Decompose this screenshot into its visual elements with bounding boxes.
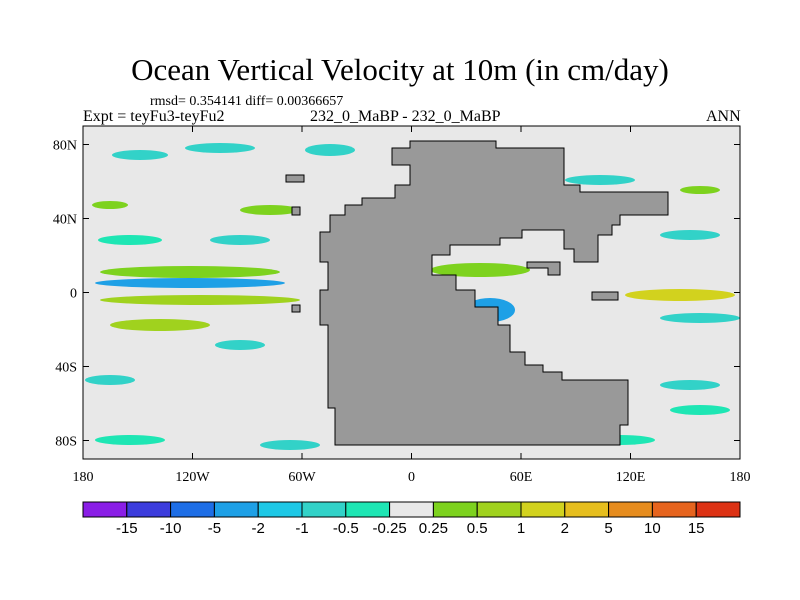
anomaly-patch xyxy=(565,175,635,185)
y-tick-label: 80S xyxy=(55,435,77,450)
colorbar-label: 1 xyxy=(517,520,525,537)
colorbar-swatch xyxy=(170,501,215,518)
anomaly-patch xyxy=(240,205,300,215)
colorbar-label: -2 xyxy=(252,520,265,537)
colorbar-swatch xyxy=(389,501,434,518)
inner-sea-island xyxy=(526,261,561,276)
colorbar-swatch xyxy=(695,501,741,518)
plot-title: Ocean Vertical Velocity at 10m (in cm/da… xyxy=(131,52,669,87)
colorbar-label: 2 xyxy=(561,520,569,537)
anomaly-patch xyxy=(680,186,720,194)
anomaly-patch xyxy=(98,235,162,245)
colorbar-swatch xyxy=(82,501,128,518)
colorbar-swatch xyxy=(432,501,478,518)
anomaly-patch xyxy=(305,144,355,156)
anomaly-patch xyxy=(260,440,320,450)
colorbar-label: -10 xyxy=(160,520,182,537)
anomaly-patch xyxy=(85,375,135,385)
anomaly-patch xyxy=(100,266,280,278)
anomaly-patch xyxy=(660,380,720,390)
x-tick-label: 60W xyxy=(288,470,316,485)
colorbar-swatch xyxy=(126,501,172,518)
landmass-pangaea xyxy=(319,140,669,446)
colorbar-label: 5 xyxy=(604,520,612,537)
experiment-label: Expt = teyFu3-teyFu2 xyxy=(83,108,225,125)
colorbar-label: -1 xyxy=(295,520,308,537)
anomaly-patch xyxy=(210,235,270,245)
colorbar-label: 10 xyxy=(644,520,661,537)
anomaly-patch xyxy=(92,201,128,209)
anomaly-patch xyxy=(670,405,730,415)
colorbar-swatch xyxy=(257,501,303,518)
x-tick-label: 120E xyxy=(616,470,646,485)
colorbar-label: 15 xyxy=(688,520,705,537)
colorbar-swatch xyxy=(564,501,610,518)
x-axis: 180 120W 60W 0 60E 120E 180 xyxy=(73,126,751,485)
colorbar-label: -15 xyxy=(116,520,138,537)
anomaly-patch xyxy=(112,150,168,160)
small-island xyxy=(291,206,301,216)
y-axis: 80N 40N 0 40S 80S xyxy=(53,139,740,450)
x-tick-label: 120W xyxy=(175,470,210,485)
anomaly-patch xyxy=(660,230,720,240)
colorbar-swatch xyxy=(301,501,347,518)
x-tick-label: 180 xyxy=(73,470,94,485)
y-tick-label: 0 xyxy=(70,287,77,302)
colorbar-swatch xyxy=(476,501,522,518)
colorbar-swatch xyxy=(608,501,653,518)
colorbar-label: 0.25 xyxy=(419,520,448,537)
anomaly-patch xyxy=(110,319,210,331)
y-tick-label: 80N xyxy=(53,139,77,154)
anomaly-patch xyxy=(215,340,265,350)
x-tick-label: 60E xyxy=(510,470,533,485)
small-island xyxy=(591,291,619,301)
stats-label: rmsd= 0.354141 diff= 0.00366657 xyxy=(150,94,344,109)
colorbar-swatch xyxy=(345,501,391,518)
colorbar-swatch xyxy=(651,501,697,518)
x-tick-label: 180 xyxy=(730,470,751,485)
colorbar-label: -0.5 xyxy=(333,520,359,537)
anomaly-patch xyxy=(625,289,735,301)
colorbar-swatch xyxy=(520,501,566,518)
anomaly-patch xyxy=(185,143,255,153)
colorbar-label: -5 xyxy=(208,520,221,537)
y-tick-label: 40N xyxy=(53,213,77,228)
y-tick-label: 40S xyxy=(55,361,77,376)
season-label: ANN xyxy=(706,108,741,125)
colorbar-label: -0.25 xyxy=(372,520,406,537)
colorbar: -15 -10 -5 -2 -1 -0.5 -0.25 0.25 0.5 1 2 5 10 15 xyxy=(82,501,741,537)
anomaly-patch xyxy=(100,295,300,305)
anomaly-patch xyxy=(95,435,165,445)
small-island xyxy=(291,304,301,313)
small-island xyxy=(285,174,305,183)
colorbar-swatch xyxy=(213,501,259,518)
x-tick-label: 0 xyxy=(408,470,415,485)
anomaly-patch xyxy=(660,313,740,323)
anomaly-patch xyxy=(95,278,285,288)
case-label: 232_0_MaBP - 232_0_MaBP xyxy=(310,108,501,125)
colorbar-label: 0.5 xyxy=(467,520,488,537)
anomaly-patch xyxy=(430,263,530,277)
